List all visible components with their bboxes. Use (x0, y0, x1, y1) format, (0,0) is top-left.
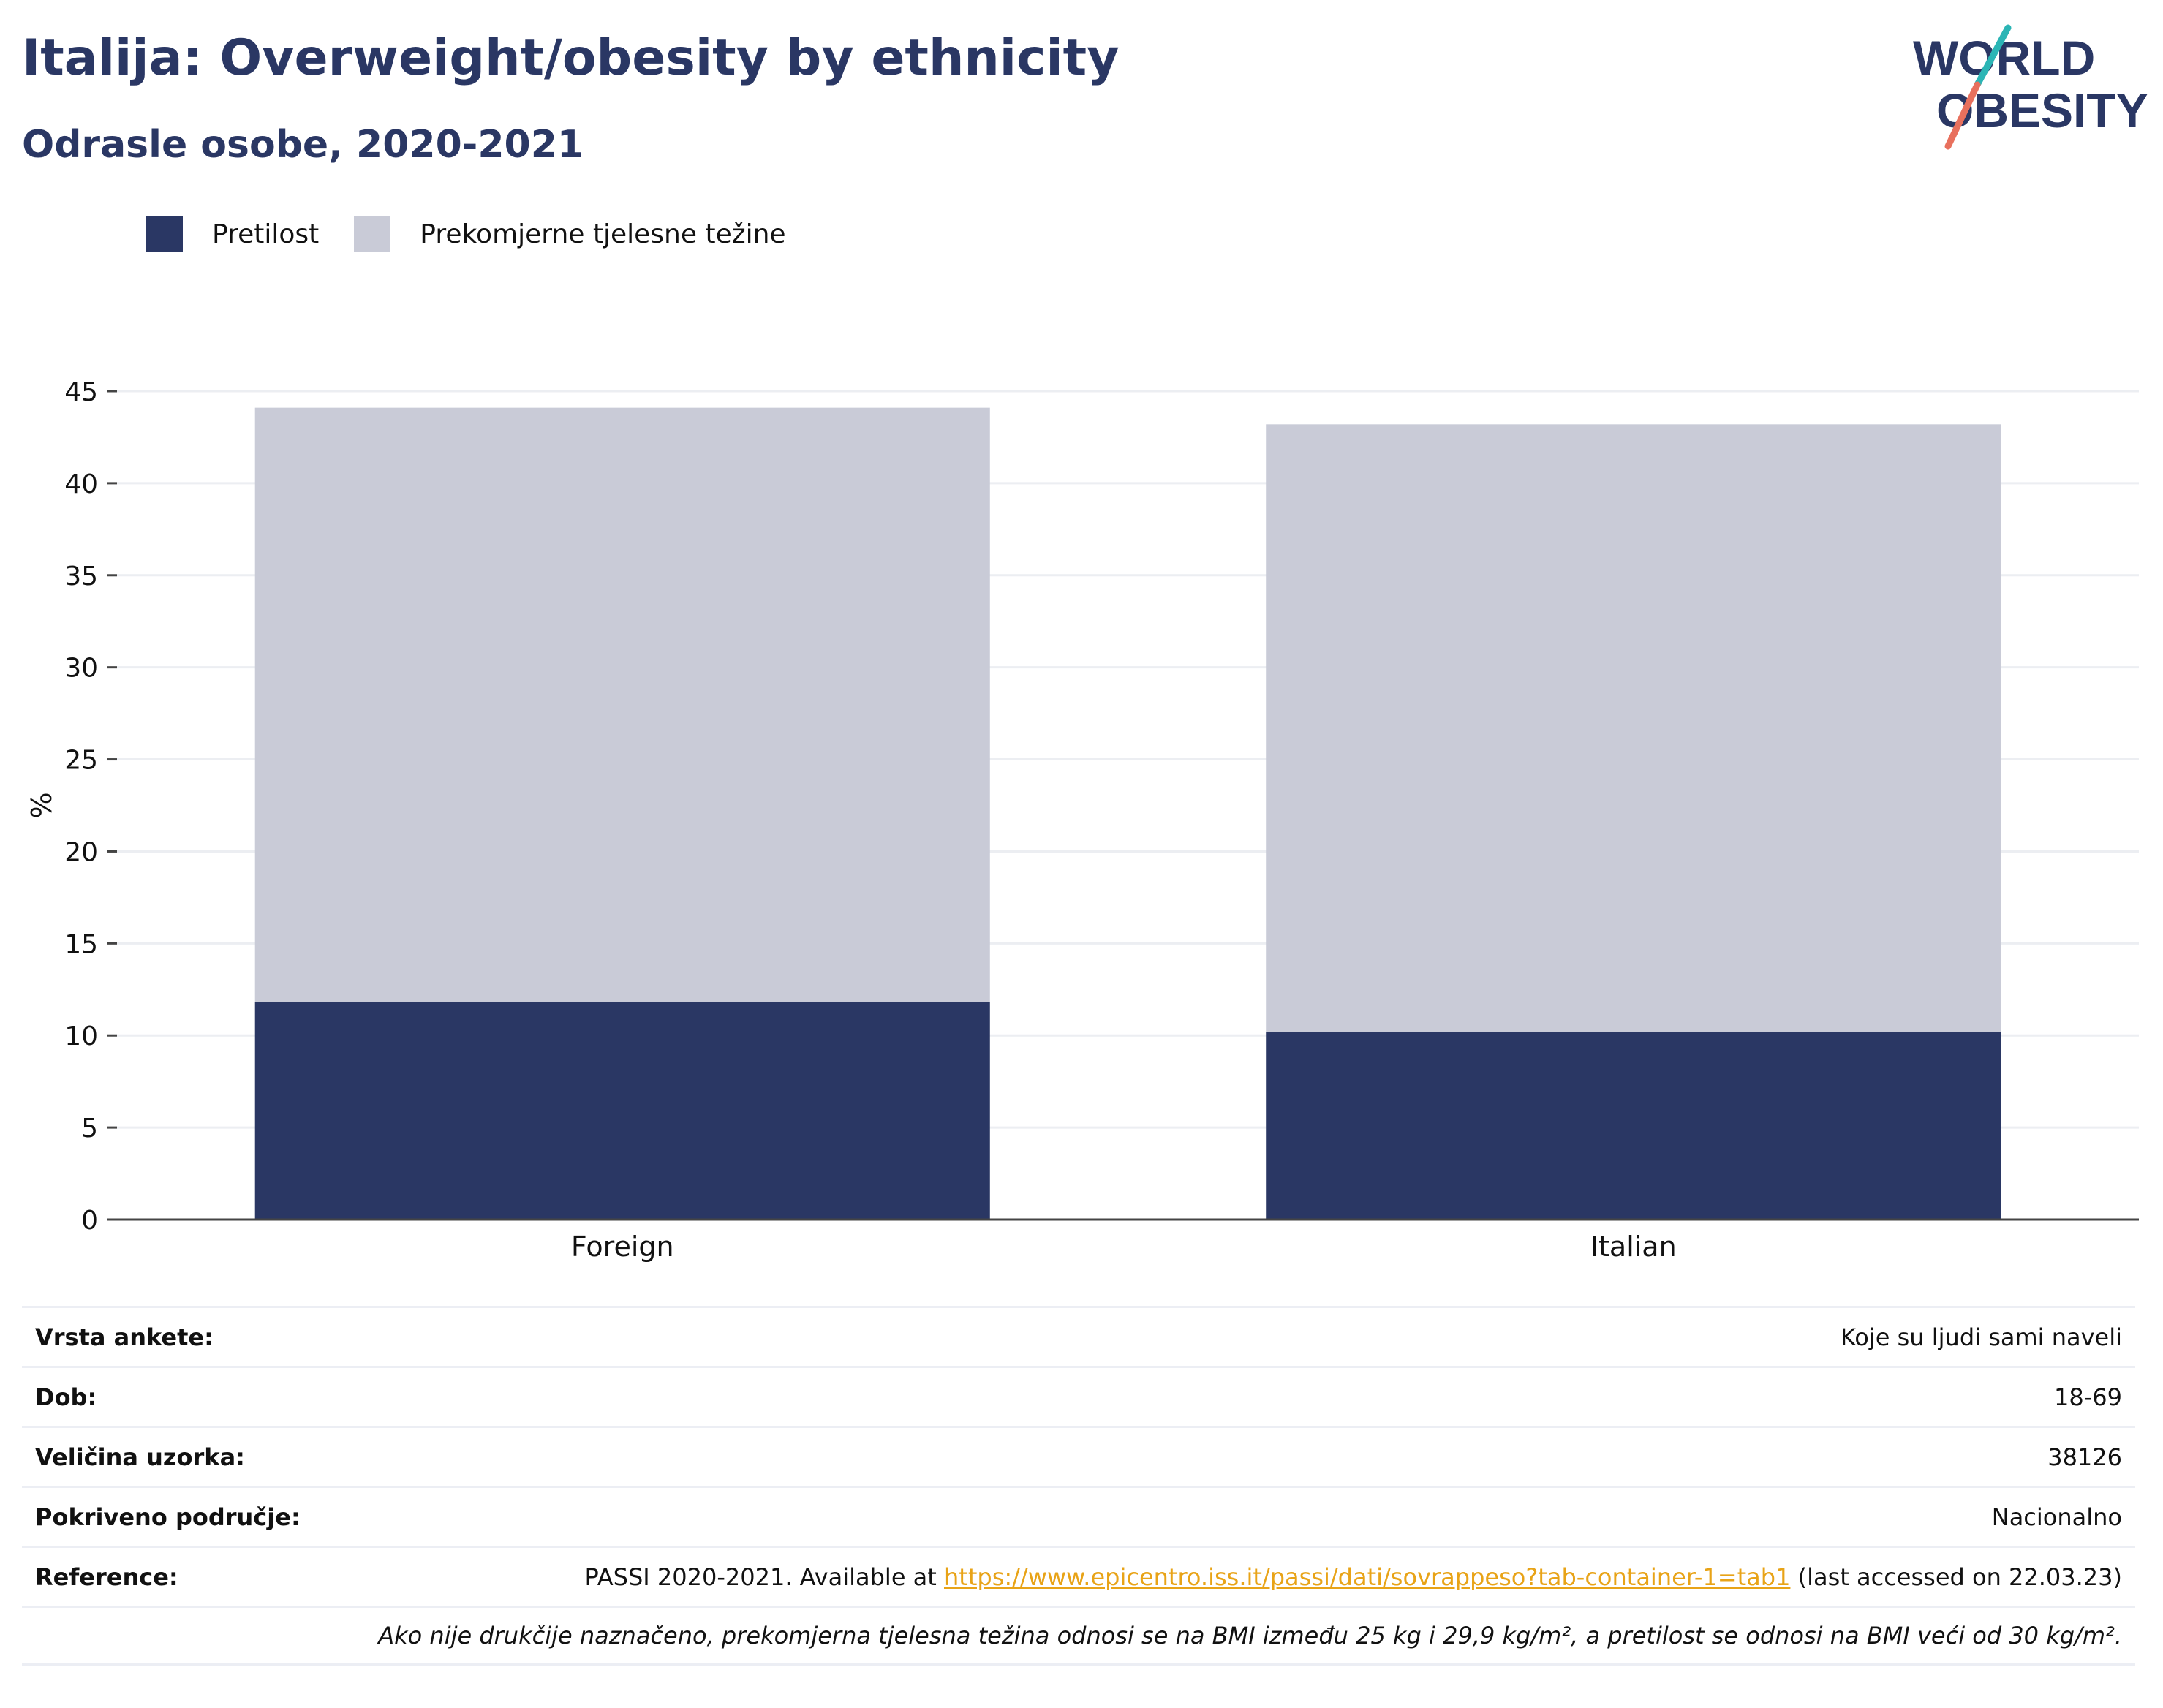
info-table: Vrsta ankete: Koje su ljudi sami naveli … (22, 1306, 2135, 1666)
info-row-coverage: Pokriveno područje: Nacionalno (22, 1486, 2135, 1546)
y-tick-label: 30 (64, 654, 98, 684)
legend-swatch-overweight (354, 216, 391, 252)
reference-prefix: PASSI 2020-2021. Available at (584, 1562, 944, 1591)
info-key: Veličina uzorka: (35, 1443, 245, 1471)
footnote-text: Ako nije drukčije naznačeno, prekomjerna… (378, 1622, 2122, 1650)
y-tick-label: 45 (64, 377, 98, 407)
y-tick-label: 15 (64, 929, 98, 959)
bar-segment (1266, 424, 2001, 1032)
bar-segment (254, 1002, 990, 1220)
y-tick-label: 20 (64, 837, 98, 867)
chart-legend: Pretilost Prekomjerne tjelesne težine (146, 216, 821, 252)
info-key: Pokriveno područje: (35, 1503, 301, 1531)
legend-label-obesity: Pretilost (212, 219, 320, 249)
y-tick-label: 10 (64, 1021, 98, 1051)
info-footnote: Ako nije drukčije naznačeno, prekomjerna… (22, 1606, 2135, 1666)
reference-suffix: (last accessed on 22.03.23) (1790, 1562, 2122, 1591)
info-key: Vrsta ankete: (35, 1323, 214, 1351)
page-subtitle: Odrasle osobe, 2020-2021 (22, 123, 584, 167)
y-tick-label: 0 (81, 1206, 98, 1236)
x-tick-label: Italian (1590, 1231, 1677, 1263)
info-row-sample-size: Veličina uzorka: 38126 (22, 1426, 2135, 1486)
logo-slash-coral (1944, 81, 1981, 150)
y-tick-label: 40 (64, 469, 98, 499)
world-obesity-logo: WORLD OBESITY (1913, 24, 2148, 150)
page-title: Italija: Overweight/obesity by ethnicity (22, 29, 1120, 87)
reference-link[interactable]: https://www.epicentro.iss.it/passi/dati/… (944, 1562, 1791, 1591)
info-value: 38126 (2047, 1443, 2122, 1471)
bar-segment (254, 407, 990, 1002)
legend-label-overweight: Prekomjerne tjelesne težine (420, 219, 786, 249)
y-tick-label: 35 (64, 562, 98, 592)
info-key: Dob: (35, 1383, 97, 1411)
info-value: Nacionalno (1991, 1503, 2122, 1531)
legend-swatch-obesity (146, 216, 183, 252)
x-tick-label: Foreign (571, 1231, 674, 1263)
y-tick-label: 5 (81, 1114, 98, 1144)
y-tick-label: 25 (64, 746, 98, 776)
info-value: PASSI 2020-2021. Available at https://ww… (585, 1563, 2122, 1591)
y-axis-label: % (26, 792, 58, 818)
stacked-bar-chart: 0 5 10 15 20 25 30 35 40 45% Foreign Italian (26, 377, 2139, 1263)
info-row-reference: Reference: PASSI 2020-2021. Available at… (22, 1546, 2135, 1606)
info-row-survey-type: Vrsta ankete: Koje su ljudi sami naveli (22, 1306, 2135, 1366)
info-key: Reference: (35, 1562, 178, 1591)
logo-slash-teal (1974, 24, 2012, 88)
info-value: Koje su ljudi sami naveli (1840, 1323, 2122, 1351)
info-value: 18-69 (2054, 1383, 2122, 1411)
info-row-age: Dob: 18-69 (22, 1366, 2135, 1426)
bar-segment (1266, 1032, 2001, 1220)
